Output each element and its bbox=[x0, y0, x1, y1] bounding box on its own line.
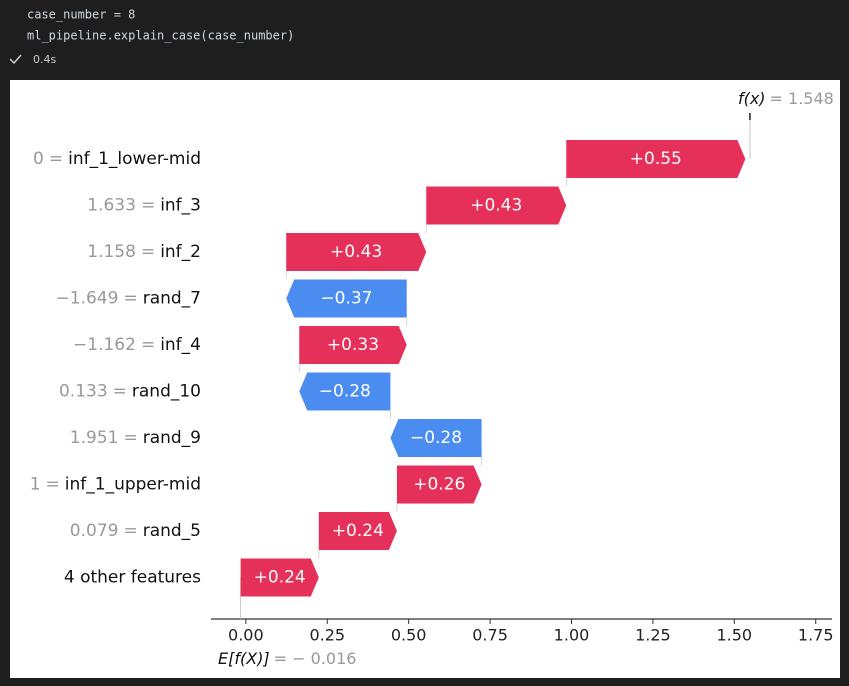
fx-label: f(x) bbox=[738, 89, 766, 108]
row-label: 1.633 = inf_3 bbox=[87, 196, 201, 216]
row-label: 4 other features bbox=[64, 568, 201, 588]
feature-value: −1.162 bbox=[73, 335, 136, 355]
bar-label: +0.24 bbox=[332, 521, 384, 541]
separator: = bbox=[141, 242, 155, 262]
bar bbox=[396, 465, 482, 504]
separator: = bbox=[123, 289, 137, 309]
feature-name: rand_5 bbox=[143, 521, 201, 541]
x-tick-label: 0.75 bbox=[472, 626, 508, 645]
row-label: 0.133 = rand_10 bbox=[59, 382, 201, 402]
output-area bbox=[10, 80, 840, 678]
separator: = bbox=[49, 149, 63, 169]
bar bbox=[240, 558, 319, 597]
bar bbox=[390, 419, 482, 457]
feature-value: 0 bbox=[33, 149, 44, 169]
row-label: 1.951 = rand_9 bbox=[70, 428, 201, 448]
bar-label: +0.24 bbox=[254, 568, 306, 588]
x-tick-label: 1.50 bbox=[716, 626, 752, 645]
feature-value: −1.649 bbox=[56, 289, 119, 309]
base-label: E[f(X)] bbox=[218, 649, 270, 668]
row-label: 0.079 = rand_5 bbox=[70, 521, 201, 541]
bar bbox=[566, 140, 746, 178]
x-tick-label: 1.00 bbox=[554, 626, 590, 645]
bar bbox=[286, 279, 407, 318]
bar-label: −0.28 bbox=[410, 428, 462, 448]
row-label: −1.649 = rand_7 bbox=[56, 289, 201, 309]
x-tick-label: 0.50 bbox=[391, 626, 427, 645]
row-label: −1.162 = inf_4 bbox=[73, 335, 201, 355]
bar bbox=[299, 372, 391, 411]
feature-value: 1.158 bbox=[87, 242, 136, 262]
feature-value: 1.633 bbox=[87, 196, 136, 216]
bar-label: +0.33 bbox=[327, 335, 379, 355]
row-label: 1 = inf_1_upper-mid bbox=[30, 475, 201, 495]
bar-label: +0.43 bbox=[470, 196, 522, 216]
row-label: 1.158 = inf_2 bbox=[87, 242, 201, 262]
feature-name: inf_1_lower-mid bbox=[68, 149, 201, 169]
base-text: E[f(X)] = − 0.016 bbox=[218, 649, 356, 668]
run-time: 0.4s bbox=[33, 53, 56, 66]
feature-value: 0.133 bbox=[59, 382, 108, 402]
feature-name: inf_4 bbox=[160, 335, 201, 355]
x-tick-label: 1.25 bbox=[635, 626, 671, 645]
fx-value: = 1.548 bbox=[770, 89, 834, 108]
x-tick-label: 0.00 bbox=[228, 626, 264, 645]
feature-name: rand_10 bbox=[132, 382, 201, 402]
separator: = bbox=[113, 382, 127, 402]
feature-value: 0.079 bbox=[70, 521, 119, 541]
feature-name: 4 other features bbox=[64, 568, 201, 588]
feature-name: rand_7 bbox=[143, 289, 201, 309]
feature-name: inf_1_upper-mid bbox=[65, 475, 201, 495]
x-tick-label: 0.25 bbox=[309, 626, 345, 645]
separator: = bbox=[123, 521, 137, 541]
fx-text: f(x) = 1.548 bbox=[738, 89, 834, 108]
bar bbox=[426, 186, 567, 225]
bar bbox=[299, 326, 407, 364]
check-icon bbox=[9, 54, 22, 65]
bar bbox=[286, 233, 427, 271]
x-tick-label: 1.75 bbox=[798, 626, 834, 645]
separator: = bbox=[141, 196, 155, 216]
separator: = bbox=[46, 475, 60, 495]
base-value: = − 0.016 bbox=[274, 649, 357, 668]
feature-name: inf_3 bbox=[160, 196, 201, 216]
separator: = bbox=[141, 335, 155, 355]
bar bbox=[318, 512, 397, 550]
code-line: ml_pipeline.explain_case(case_number) bbox=[27, 29, 294, 43]
feature-name: inf_2 bbox=[160, 242, 201, 262]
row-label: 0 = inf_1_lower-mid bbox=[33, 149, 201, 169]
bar-label: +0.55 bbox=[630, 149, 682, 169]
bar-label: +0.43 bbox=[330, 242, 382, 262]
bar-label: −0.28 bbox=[319, 382, 371, 402]
bar-label: −0.37 bbox=[320, 289, 372, 309]
separator: = bbox=[123, 428, 137, 448]
bar-label: +0.26 bbox=[413, 475, 465, 495]
feature-name: rand_9 bbox=[143, 428, 201, 448]
feature-value: 1 bbox=[30, 475, 41, 495]
feature-value: 1.951 bbox=[70, 428, 119, 448]
code-line: case_number = 8 bbox=[27, 8, 135, 22]
